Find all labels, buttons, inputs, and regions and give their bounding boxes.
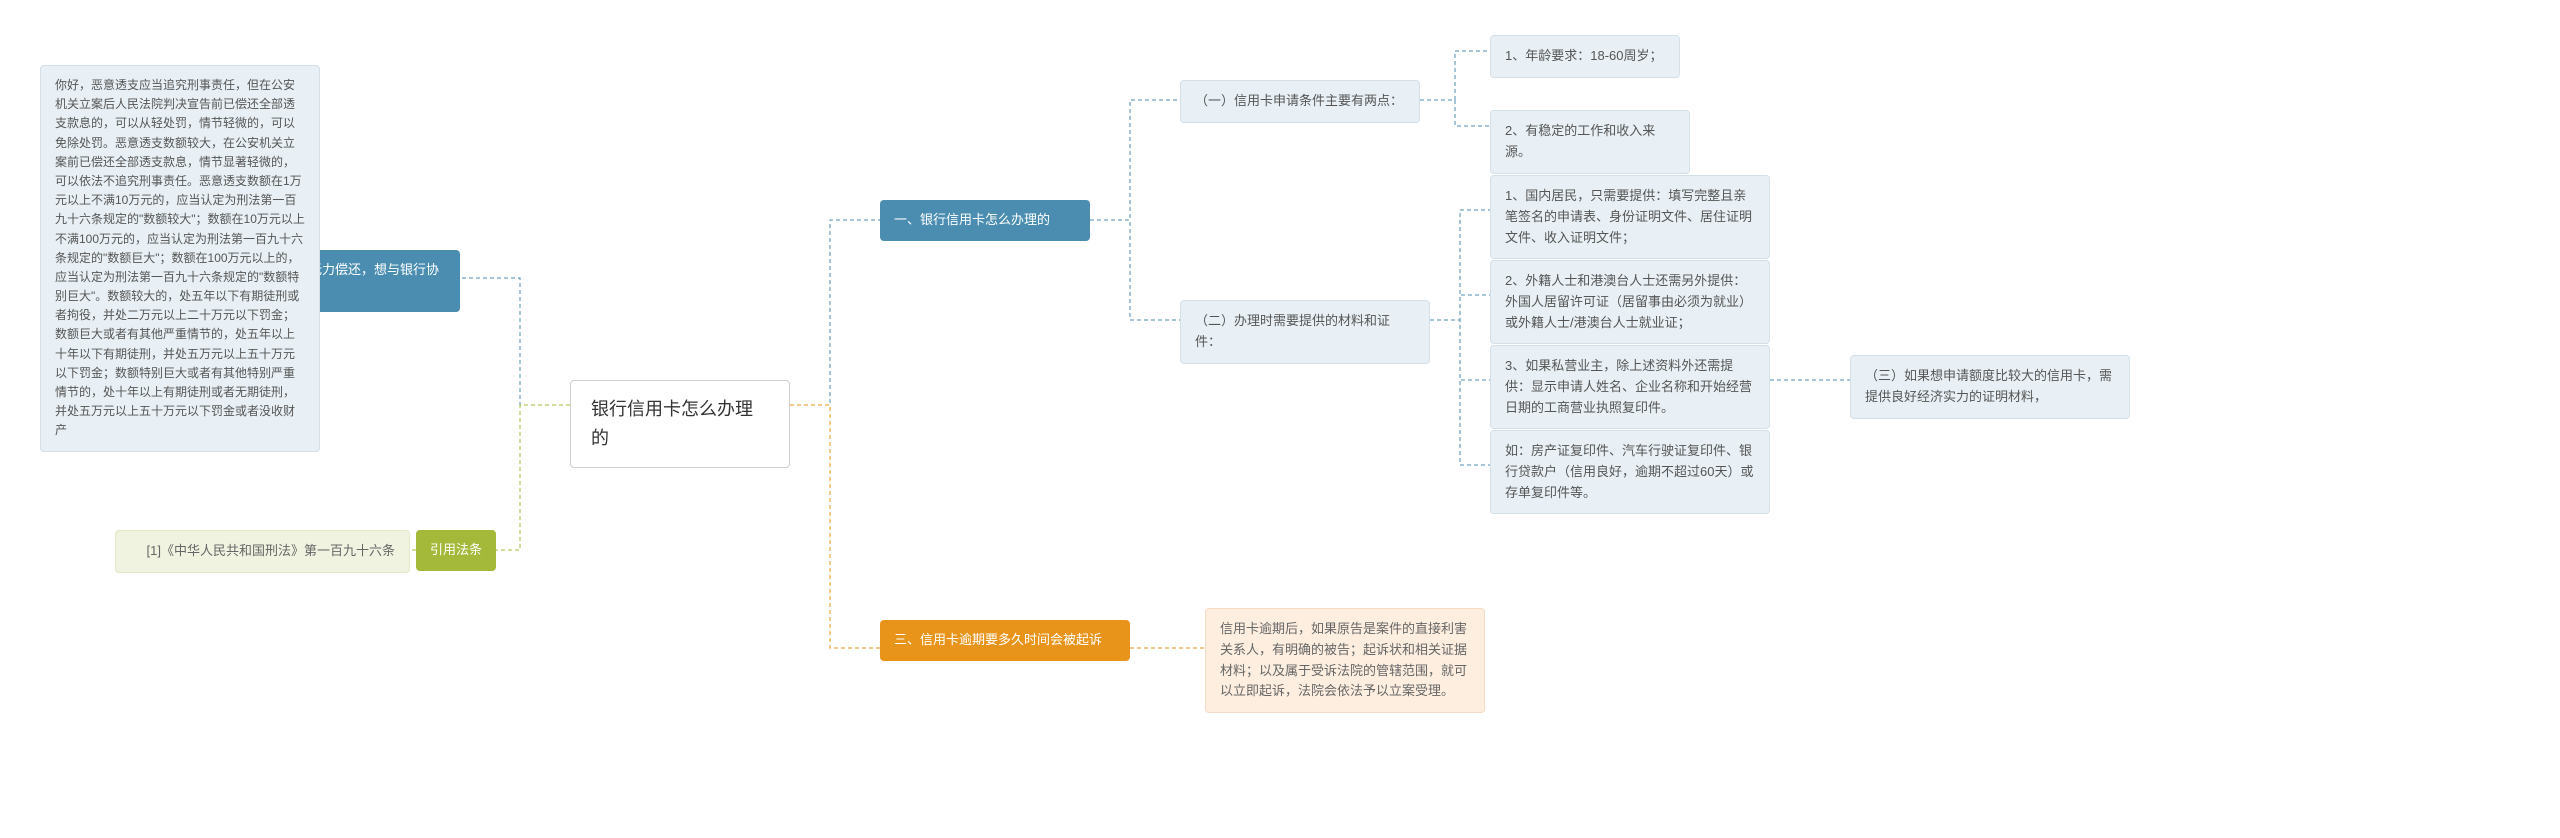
node-b1-1-1[interactable]: 1、年龄要求：18-60周岁； (1490, 35, 1680, 78)
node-b1-2-3[interactable]: 3、如果私营业主，除上述资料外还需提供：显示申请人姓名、企业名称和开始经营日期的… (1490, 345, 1770, 429)
node-label: （三）如果想申请额度比较大的信用卡，需提供良好经济实力的证明材料， (1865, 368, 2112, 404)
branch-3[interactable]: 三、信用卡逾期要多久时间会被起诉 (880, 620, 1130, 661)
node-b1-2-3-1[interactable]: （三）如果想申请额度比较大的信用卡，需提供良好经济实力的证明材料， (1850, 355, 2130, 419)
branch-4[interactable]: 引用法条 (416, 530, 496, 571)
node-label: 2、有稳定的工作和收入来源。 (1505, 123, 1655, 159)
node-b1-2[interactable]: （二）办理时需要提供的材料和证件： (1180, 300, 1430, 364)
node-b1-1[interactable]: （一）信用卡申请条件主要有两点： (1180, 80, 1420, 123)
node-b3-1[interactable]: 信用卡逾期后，如果原告是案件的直接利害关系人，有明确的被告；起诉状和相关证据材料… (1205, 608, 1485, 713)
node-b1-2-4[interactable]: 如：房产证复印件、汽车行驶证复印件、银行贷款户（信用良好，逾期不超过60天）或存… (1490, 430, 1770, 514)
node-label: [1]《中华人民共和国刑法》第一百九十六条 (147, 543, 395, 558)
node-label: （二）办理时需要提供的材料和证件： (1195, 313, 1390, 349)
root-label: 银行信用卡怎么办理的 (591, 399, 753, 448)
node-b4-1[interactable]: [1]《中华人民共和国刑法》第一百九十六条 (115, 530, 410, 573)
branch-4-label: 引用法条 (430, 542, 482, 557)
branch-3-label: 三、信用卡逾期要多久时间会被起诉 (894, 632, 1102, 647)
node-b1-2-1[interactable]: 1、国内居民，只需要提供：填写完整且亲笔签名的申请表、身份证明文件、居住证明文件… (1490, 175, 1770, 259)
branch-1-label: 一、银行信用卡怎么办理的 (894, 212, 1050, 227)
node-b1-1-2[interactable]: 2、有稳定的工作和收入来源。 (1490, 110, 1690, 174)
node-label: 你好，恶意透支应当追究刑事责任，但在公安机关立案后人民法院判决宣告前已偿还全部透… (55, 78, 305, 437)
node-label: 如：房产证复印件、汽车行驶证复印件、银行贷款户（信用良好，逾期不超过60天）或存… (1505, 443, 1753, 500)
node-b2-1[interactable]: 你好，恶意透支应当追究刑事责任，但在公安机关立案后人民法院判决宣告前已偿还全部透… (40, 65, 320, 452)
node-label: 2、外籍人士和港澳台人士还需另外提供：外国人居留许可证（居留事由必须为就业）或外… (1505, 273, 1752, 330)
node-label: 3、如果私营业主，除上述资料外还需提供：显示申请人姓名、企业名称和开始经营日期的… (1505, 358, 1752, 415)
node-b1-2-2[interactable]: 2、外籍人士和港澳台人士还需另外提供：外国人居留许可证（居留事由必须为就业）或外… (1490, 260, 1770, 344)
node-label: 1、国内居民，只需要提供：填写完整且亲笔签名的申请表、身份证明文件、居住证明文件… (1505, 188, 1752, 245)
node-label: 信用卡逾期后，如果原告是案件的直接利害关系人，有明确的被告；起诉状和相关证据材料… (1220, 621, 1467, 698)
root-node[interactable]: 银行信用卡怎么办理的 (570, 380, 790, 468)
branch-1[interactable]: 一、银行信用卡怎么办理的 (880, 200, 1090, 241)
node-label: 1、年龄要求：18-60周岁； (1505, 48, 1662, 63)
node-label: （一）信用卡申请条件主要有两点： (1195, 93, 1403, 108)
